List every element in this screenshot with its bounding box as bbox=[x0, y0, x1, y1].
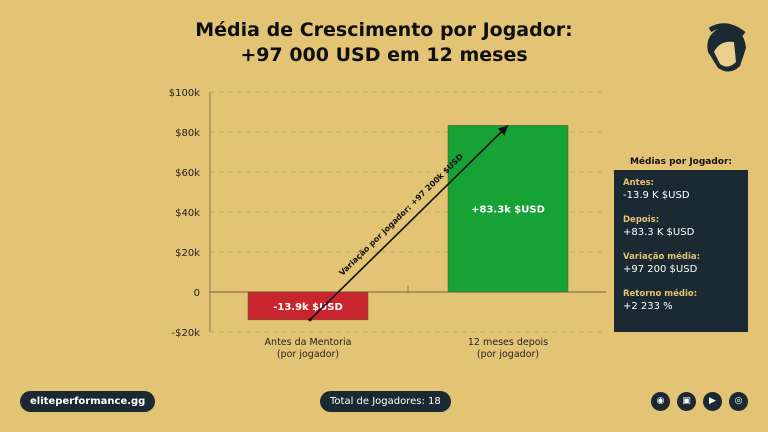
label: Depois: bbox=[623, 215, 660, 225]
label: Antes: bbox=[623, 178, 654, 188]
bar-value-label: +83.3k $USD bbox=[471, 205, 545, 216]
x-category-label: 12 meses depois bbox=[468, 337, 548, 348]
y-tick-label: -$20k bbox=[172, 328, 201, 339]
y-tick-label: $80k bbox=[175, 128, 200, 139]
avg-variation: Variação média: +97 200 $USD bbox=[623, 252, 739, 275]
value: +83.3 K $USD bbox=[623, 227, 695, 238]
chart-title: Média de Crescimento por Jogador: +97 00… bbox=[0, 18, 768, 68]
x-category-label: (por jogador) bbox=[477, 349, 539, 360]
y-tick-label: $60k bbox=[175, 168, 200, 179]
variation-arrow bbox=[309, 124, 509, 321]
title-line-2: +97 000 USD em 12 meses bbox=[240, 44, 528, 66]
label: Retorno médio: bbox=[623, 289, 698, 299]
bar-1 bbox=[447, 125, 569, 293]
title-line-1: Média de Crescimento por Jogador: bbox=[195, 19, 573, 41]
website-link[interactable]: eliteperformance.gg bbox=[20, 391, 156, 412]
y-tick-label: 0 bbox=[194, 288, 200, 299]
variation-annotation: Variação por jogador: +97 200k $USD bbox=[337, 152, 465, 278]
discord-icon[interactable]: ◉ bbox=[651, 392, 670, 411]
y-tick-label: $20k bbox=[175, 248, 200, 259]
twitch-icon[interactable]: ▣ bbox=[677, 392, 696, 411]
total-players-badge: Total de Jogadores: 18 bbox=[320, 391, 451, 412]
avg-before: Antes: -13.9 K $USD bbox=[623, 178, 739, 201]
x-category-label: (por jogador) bbox=[277, 349, 339, 360]
value: -13.9 K $USD bbox=[623, 190, 690, 201]
bar-0 bbox=[247, 291, 369, 321]
label: Variação média: bbox=[623, 252, 701, 262]
value: +97 200 $USD bbox=[623, 264, 698, 275]
y-tick-label: $40k bbox=[175, 208, 200, 219]
value: +2 233 % bbox=[623, 301, 673, 312]
spartan-helmet-logo bbox=[707, 23, 746, 72]
sidebar-title: Médias por Jogador: bbox=[629, 157, 733, 167]
averages-panel: Antes: -13.9 K $USD Depois: +83.3 K $USD V… bbox=[614, 170, 748, 332]
instagram-icon[interactable]: ◎ bbox=[729, 392, 748, 411]
bar-value-label: -13.9k $USD bbox=[273, 302, 343, 313]
avg-return: Retorno médio: +2 233 % bbox=[623, 289, 739, 312]
y-tick-label: $100k bbox=[169, 88, 200, 99]
x-category-label: Antes da Mentoria bbox=[265, 337, 352, 348]
youtube-icon[interactable]: ▶ bbox=[703, 392, 722, 411]
avg-after: Depois: +83.3 K $USD bbox=[623, 215, 739, 238]
